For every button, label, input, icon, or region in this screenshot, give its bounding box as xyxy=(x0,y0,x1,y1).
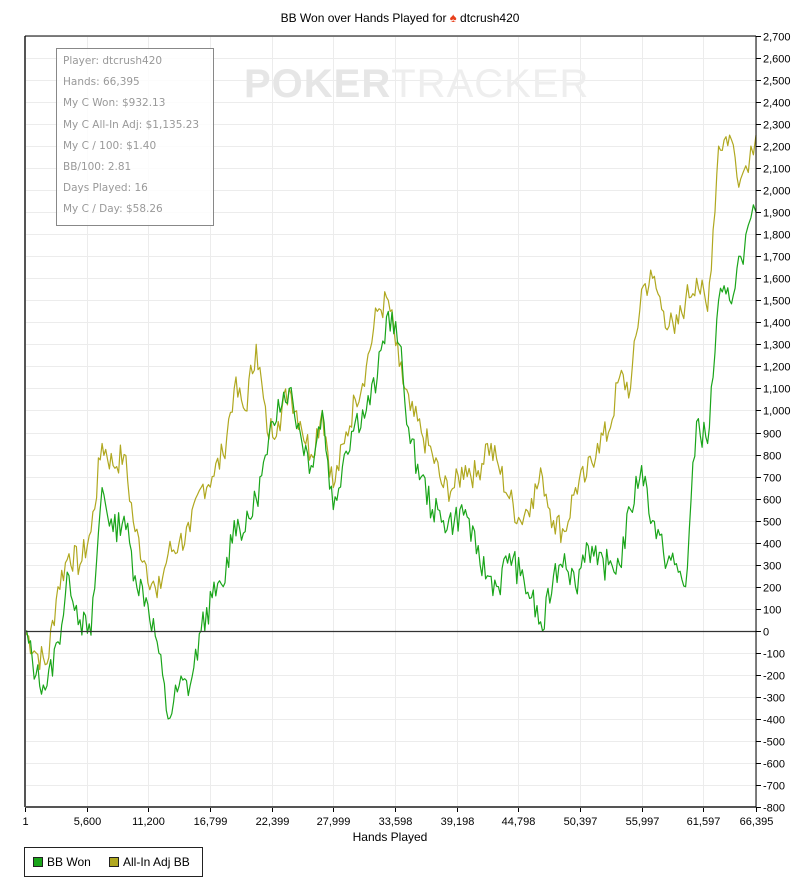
pokertracker-watermark: POKERTRACKER xyxy=(244,62,590,106)
y-tick-label: 100 xyxy=(763,605,781,617)
x-tick-label: 61,597 xyxy=(687,816,721,828)
x-tick-label: 22,399 xyxy=(256,816,290,828)
y-tick-label: 1,100 xyxy=(763,384,791,396)
y-tick-label: -800 xyxy=(763,803,785,815)
y-tick-label: 1,300 xyxy=(763,340,791,352)
y-tick-label: 2,500 xyxy=(763,76,791,88)
x-tick-label: 50,397 xyxy=(564,816,598,828)
spade-icon: ♠ xyxy=(449,10,457,25)
legend-item-bb-won[interactable]: BB Won xyxy=(33,855,91,869)
y-tick-label: -300 xyxy=(763,693,785,705)
y-tick-label: 1,600 xyxy=(763,274,791,286)
y-tick-label: 2,300 xyxy=(763,120,791,132)
y-tick-label: 200 xyxy=(763,583,781,595)
legend-label: All-In Adj BB xyxy=(123,855,190,869)
y-tick-label: 600 xyxy=(763,495,781,507)
series-line xyxy=(24,204,757,720)
x-tick-label: 11,200 xyxy=(132,816,165,828)
y-tick-label: 300 xyxy=(763,561,781,573)
stats-hands: Hands: 66,395 xyxy=(63,76,140,89)
series-layer xyxy=(24,134,757,720)
stats-per-100: My C / 100: $1.40 xyxy=(63,139,157,152)
y-tick-label: 1,000 xyxy=(763,406,791,418)
y-tick-label: 1,500 xyxy=(763,296,791,308)
stats-days: Days Played: 16 xyxy=(63,182,148,195)
legend-swatch-green xyxy=(33,857,43,867)
y-tick-label: 700 xyxy=(763,473,781,485)
x-tick-label: 39,198 xyxy=(441,816,475,828)
y-tick-label: 2,600 xyxy=(763,54,791,66)
axes: 2,700 2,600 2,500 2,400 2,300 2,200 2,100 2,000… xyxy=(22,32,790,829)
y-tick-label: -400 xyxy=(763,715,785,727)
stats-player: Player: dtcrush420 xyxy=(63,55,163,67)
y-tick-label: 2,400 xyxy=(763,98,791,110)
x-tick-label: 16,799 xyxy=(194,816,228,828)
x-tick-label: 5,600 xyxy=(74,816,102,828)
x-tick-label: 66,395 xyxy=(740,816,774,828)
y-tick-label: -700 xyxy=(763,781,785,793)
x-tick-label: 33,598 xyxy=(379,816,413,828)
stats-box: Player: dtcrush420 Hands: 66,395 My C Wo… xyxy=(56,48,214,226)
y-tick-label: 1,900 xyxy=(763,208,791,220)
stats-won: My C Won: $932.13 xyxy=(63,97,166,110)
stats-allin-adj: My C All-In Adj: $1,135.23 xyxy=(63,118,200,131)
y-tick-label: 900 xyxy=(763,429,781,441)
y-tick-label: 2,200 xyxy=(763,142,791,154)
y-tick-label: 2,700 xyxy=(763,32,791,44)
x-tick-label: 27,999 xyxy=(317,816,351,828)
y-tick-label: 1,400 xyxy=(763,318,791,330)
stats-per-day: My C / Day: $58.26 xyxy=(63,203,163,216)
legend-item-allin-adj[interactable]: All-In Adj BB xyxy=(109,855,190,869)
chart-title-player: dtcrush420 xyxy=(460,11,520,25)
y-tick-label: 1,200 xyxy=(763,362,791,374)
legend-swatch-olive xyxy=(109,857,119,867)
legend-label: BB Won xyxy=(47,855,91,869)
stats-bb-100: BB/100: 2.81 xyxy=(63,161,132,174)
y-tick-label: -100 xyxy=(763,649,785,661)
chart-title-text: BB Won over Hands Played for xyxy=(280,11,447,25)
y-tick-label: -500 xyxy=(763,737,785,749)
y-tick-label: 0 xyxy=(763,627,769,639)
x-axis-title: Hands Played xyxy=(353,830,428,844)
y-tick-label: -600 xyxy=(763,759,785,771)
y-tick-label: 2,000 xyxy=(763,186,791,198)
y-tick-label: 800 xyxy=(763,451,781,463)
x-tick-label: 44,798 xyxy=(502,816,536,828)
y-tick-label: 400 xyxy=(763,539,781,551)
y-tick-label: 1,700 xyxy=(763,252,791,264)
x-tick-label: 1 xyxy=(22,816,28,828)
y-tick-label: -200 xyxy=(763,671,785,683)
y-tick-label: 2,100 xyxy=(763,164,791,176)
y-tick-label: 1,800 xyxy=(763,230,791,242)
legend: BB Won All-In Adj BB xyxy=(24,847,203,877)
y-tick-label: 500 xyxy=(763,517,781,529)
chart-title: BB Won over Hands Played for ♠ dtcrush42… xyxy=(0,10,800,25)
x-tick-label: 55,997 xyxy=(626,816,660,828)
series-line xyxy=(24,134,757,671)
